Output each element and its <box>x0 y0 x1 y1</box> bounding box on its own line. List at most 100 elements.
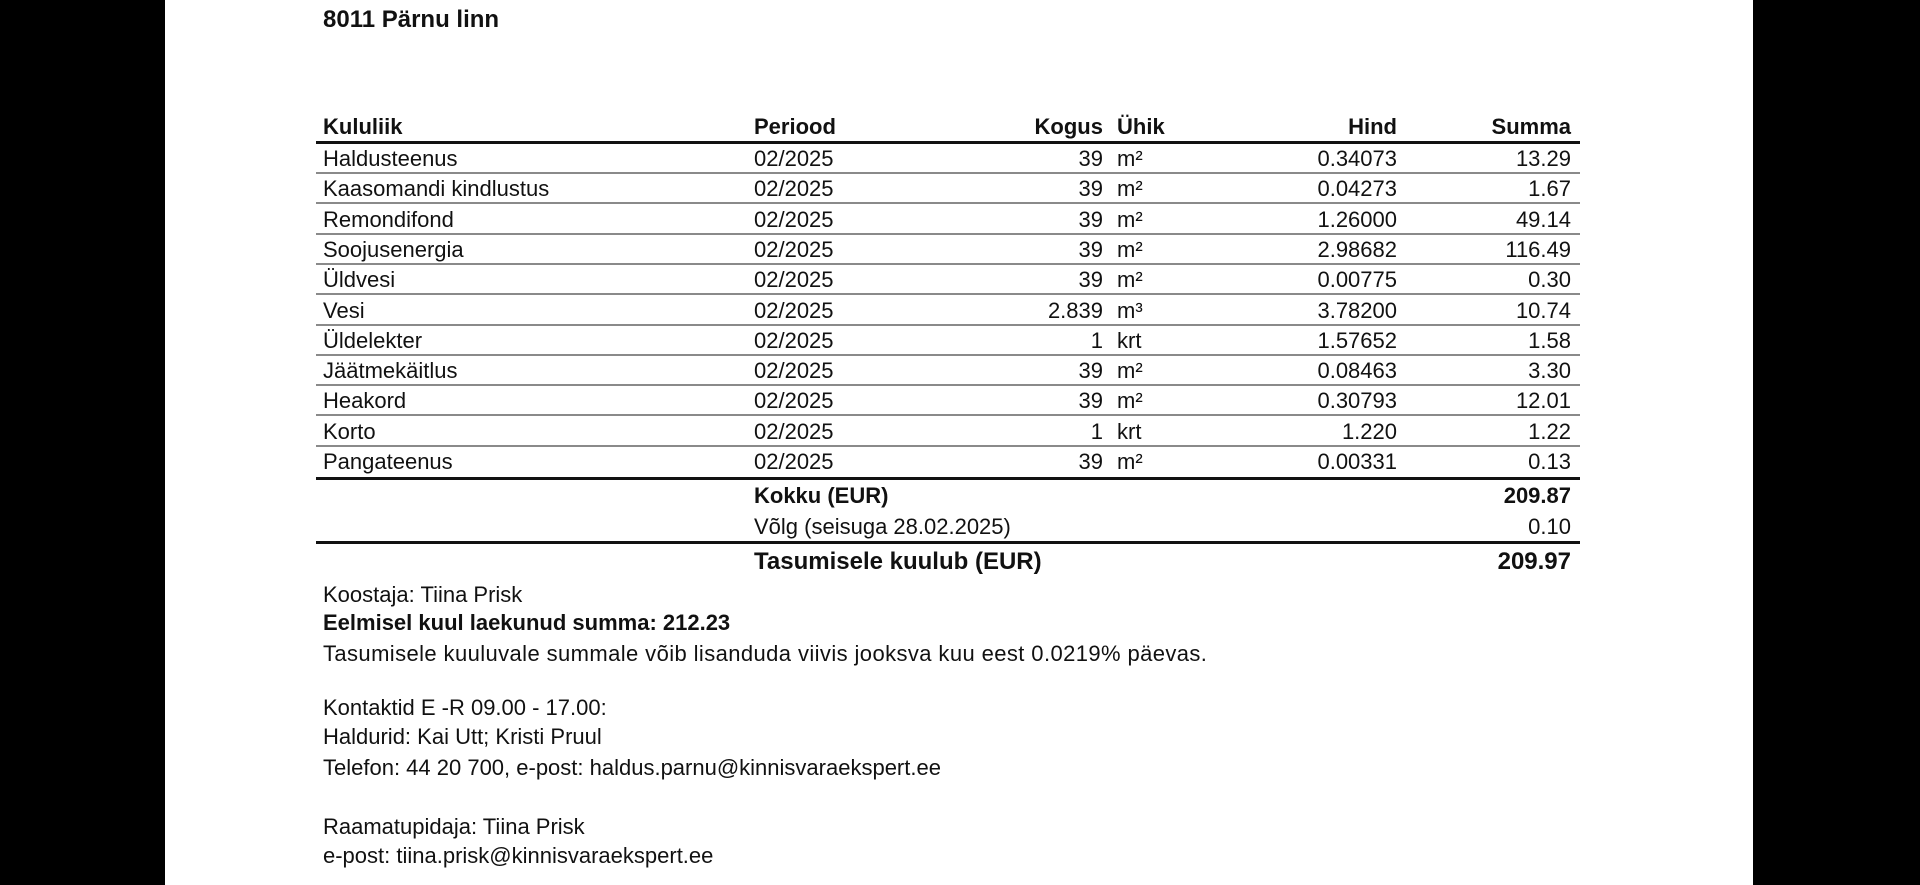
cell-kogus: 39 <box>1078 176 1103 202</box>
row-divider <box>316 202 1580 205</box>
address-line: 8011 Pärnu linn <box>323 6 500 33</box>
row-divider <box>316 444 1580 447</box>
cell-hind: 0.04273 <box>1317 176 1397 202</box>
cell-hind: 0.00775 <box>1317 267 1397 293</box>
cell-kogus: 2.839 <box>1047 297 1103 323</box>
cell-uhik: m³ <box>1117 297 1143 323</box>
totals-divider <box>316 477 1580 480</box>
cell-kogus: 39 <box>1078 267 1103 293</box>
kontaktid: Kontaktid E -R 09.00 - 17.00: <box>323 695 607 720</box>
cell-summa: 13.29 <box>1515 146 1571 171</box>
cell-kululiik: Pangateenus <box>323 449 453 474</box>
cell-kogus: 39 <box>1078 358 1103 384</box>
cell-uhik: krt <box>1117 418 1142 444</box>
row-divider <box>316 384 1580 387</box>
header-summa: Summa <box>1491 114 1571 139</box>
tasumisele-value: 209.97 <box>1497 548 1571 575</box>
cell-hind: 0.00331 <box>1317 449 1397 474</box>
cell-uhik: m² <box>1117 267 1143 293</box>
volg-value: 0.10 <box>1528 514 1571 539</box>
cell-kogus: 1 <box>1090 327 1103 353</box>
header-kogus: Kogus <box>1034 114 1103 139</box>
row-divider <box>316 262 1580 265</box>
cell-periood: 02/2025 <box>754 418 834 444</box>
cell-hind: 1.26000 <box>1317 206 1397 232</box>
cell-summa: 49.14 <box>1515 206 1571 232</box>
final-divider <box>316 541 1580 544</box>
cell-summa: 116.49 <box>1505 236 1571 262</box>
raamatupidaja-email: e-post: tiina.prisk@kinnisvaraekspert.ee <box>323 843 714 868</box>
cell-summa: 0.13 <box>1528 449 1571 474</box>
row-divider <box>316 232 1580 235</box>
cell-uhik: m² <box>1117 358 1143 384</box>
cell-kogus: 39 <box>1078 388 1103 414</box>
cell-periood: 02/2025 <box>754 236 834 262</box>
cell-kululiik: Heakord <box>323 388 407 414</box>
header-hind: Hind <box>1348 114 1397 139</box>
row-divider <box>316 353 1580 356</box>
header-kululiik: Kululiik <box>323 114 403 139</box>
cell-periood: 02/2025 <box>754 449 834 474</box>
cell-periood: 02/2025 <box>754 388 834 414</box>
header-periood: Periood <box>754 114 836 139</box>
cell-kululiik: Jäätmekäitlus <box>323 358 458 384</box>
cell-uhik: m² <box>1117 236 1143 262</box>
cell-periood: 02/2025 <box>754 297 834 323</box>
row-divider <box>316 414 1580 417</box>
cell-uhik: m² <box>1117 176 1143 202</box>
cell-kululiik: Vesi <box>323 297 365 323</box>
cell-summa: 1.58 <box>1528 327 1571 353</box>
cell-kogus: 39 <box>1078 236 1103 262</box>
kokku-label: Kokku (EUR) <box>754 483 889 508</box>
volg-label: Võlg (seisuga 28.02.2025) <box>754 514 1011 539</box>
header-uhik: Ühik <box>1117 114 1165 139</box>
invoice-page: 8011 Pärnu linn Kululiik Periood Kogus Ü… <box>165 0 1753 885</box>
cell-kogus: 1 <box>1090 418 1103 444</box>
telefon-email: Telefon: 44 20 700, e-post: haldus.parnu… <box>323 755 941 780</box>
cell-kogus: 39 <box>1078 146 1103 171</box>
viivis-note: Tasumisele kuuluvale summale võib lisand… <box>323 641 1208 666</box>
cell-summa: 12.01 <box>1515 388 1571 414</box>
row-divider <box>316 293 1580 296</box>
cell-kululiik: Korto <box>323 418 376 444</box>
cell-hind: 0.34073 <box>1317 146 1397 171</box>
tasumisele-label: Tasumisele kuulub (EUR) <box>754 548 1042 575</box>
cell-uhik: m² <box>1117 388 1143 414</box>
cell-periood: 02/2025 <box>754 327 834 353</box>
cell-periood: 02/2025 <box>754 146 834 171</box>
cell-kululiik: Remondifond <box>323 206 454 232</box>
cell-periood: 02/2025 <box>754 267 834 293</box>
cell-kululiik: Soojusenergia <box>323 236 464 262</box>
cell-periood: 02/2025 <box>754 176 834 202</box>
haldurid: Haldurid: Kai Utt; Kristi Pruul <box>323 724 602 749</box>
cell-summa: 10.74 <box>1515 297 1571 323</box>
cell-kululiik: Üldvesi <box>323 267 396 293</box>
cell-summa: 0.30 <box>1528 267 1571 293</box>
row-divider <box>316 172 1580 174</box>
cell-summa: 1.22 <box>1528 418 1571 444</box>
cell-summa: 1.67 <box>1528 176 1571 202</box>
cell-uhik: krt <box>1117 327 1142 353</box>
cell-uhik: m² <box>1117 206 1143 232</box>
cell-kogus: 39 <box>1078 206 1103 232</box>
eelmisel-summa: Eelmisel kuul laekunud summa: 212.23 <box>323 610 731 635</box>
cell-hind: 1.57652 <box>1317 327 1397 353</box>
cell-kululiik: Haldusteenus <box>323 146 458 171</box>
cell-kogus: 39 <box>1078 449 1103 474</box>
raamatupidaja: Raamatupidaja: Tiina Prisk <box>323 814 585 839</box>
cell-kululiik: Kaasomandi kindlustus <box>323 176 550 202</box>
cell-hind: 3.78200 <box>1317 297 1397 323</box>
cell-kululiik: Üldelekter <box>323 327 423 353</box>
cell-uhik: m² <box>1117 449 1143 474</box>
kokku-value: 209.87 <box>1503 483 1571 508</box>
cell-periood: 02/2025 <box>754 206 834 232</box>
cell-hind: 0.30793 <box>1317 388 1397 414</box>
row-divider <box>316 323 1580 326</box>
cell-hind: 1.220 <box>1341 418 1397 444</box>
header-divider <box>316 141 1580 144</box>
koostaja: Koostaja: Tiina Prisk <box>323 582 523 607</box>
cell-uhik: m² <box>1117 146 1143 171</box>
cell-periood: 02/2025 <box>754 358 834 384</box>
cell-hind: 0.08463 <box>1317 358 1397 384</box>
cell-summa: 3.30 <box>1528 358 1571 384</box>
